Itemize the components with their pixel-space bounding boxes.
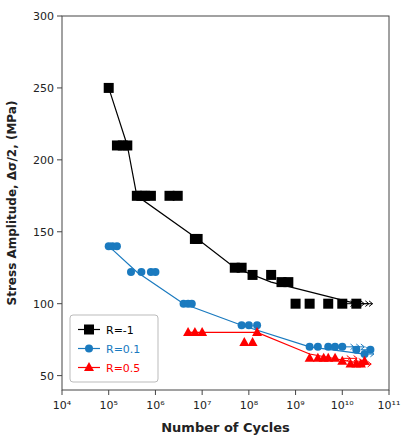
- y-tick-label: 250: [33, 82, 54, 95]
- point: [323, 299, 333, 309]
- point: [291, 299, 301, 309]
- x-tick: [248, 390, 249, 395]
- y-tick-label: 50: [40, 370, 54, 383]
- x-tick-label: 10⁸: [240, 399, 259, 412]
- point: [137, 268, 145, 276]
- point: [283, 277, 293, 287]
- legend-label: R=-1: [106, 324, 134, 337]
- point: [197, 327, 207, 336]
- plot-frame: [62, 16, 389, 390]
- legend-label: R=0.5: [106, 362, 140, 375]
- point: [248, 337, 258, 346]
- x-tick-label: 10⁹: [286, 399, 304, 412]
- runout-arrow: [366, 351, 374, 357]
- x-tick-label: 10⁴: [53, 399, 72, 412]
- y-tick: [57, 159, 62, 160]
- point: [330, 353, 340, 362]
- point: [245, 321, 253, 329]
- runout-arrow: [349, 356, 357, 362]
- point: [188, 300, 196, 308]
- legend-box: [70, 315, 158, 382]
- point: [122, 140, 132, 150]
- y-tick-label: 100: [33, 298, 54, 311]
- legend-marker: [84, 325, 94, 335]
- y-tick-label: 200: [33, 154, 54, 167]
- x-tick-label: 10¹⁰: [331, 399, 354, 412]
- x-tick: [62, 390, 63, 395]
- y-tick: [57, 87, 62, 88]
- runout-arrow: [363, 361, 371, 367]
- point: [337, 299, 347, 309]
- runout-arrow: [361, 347, 369, 353]
- point: [146, 191, 156, 201]
- axes: 50 100 150 200 250 300 10⁴ 10⁵ 10⁶ 10⁷ 10⁸ 10⁹ 10¹⁰ 1…: [33, 10, 400, 412]
- y-tick: [57, 231, 62, 232]
- point: [338, 343, 346, 351]
- y-axis-label: Stress Amplitude, Δσ/2, (MPa): [5, 101, 19, 306]
- runout-arrow: [354, 358, 362, 364]
- legend-marker: [85, 345, 93, 353]
- x-tick: [202, 390, 203, 395]
- point: [151, 268, 159, 276]
- y-tick: [57, 303, 62, 304]
- x-tick-label: 10⁵: [100, 399, 118, 412]
- y-tick-label: 300: [33, 10, 54, 23]
- chart: 50 100 150 200 250 300 10⁴ 10⁵ 10⁶ 10⁷ 10⁸ 10⁹ 10¹⁰ 1…: [0, 0, 405, 442]
- background: [0, 0, 405, 442]
- fit-line: [188, 332, 364, 364]
- point: [173, 191, 183, 201]
- x-tick: [342, 390, 343, 395]
- point: [331, 343, 339, 351]
- fit-line: [109, 88, 357, 304]
- point: [305, 353, 315, 362]
- point: [104, 83, 114, 93]
- point: [337, 356, 347, 365]
- x-tick-label: 10⁶: [146, 399, 165, 412]
- point: [113, 242, 121, 250]
- point: [248, 270, 258, 280]
- x-tick-label: 10⁷: [193, 399, 211, 412]
- legend-marker: [84, 362, 94, 371]
- point: [314, 343, 322, 351]
- point: [252, 327, 262, 336]
- x-tick: [389, 390, 390, 395]
- y-tick: [57, 16, 62, 17]
- point: [324, 343, 332, 351]
- point: [306, 343, 314, 351]
- point: [238, 321, 246, 329]
- series: [104, 83, 373, 309]
- point: [237, 263, 247, 273]
- legend: R=-1 R=0.1 R=0.5: [70, 315, 158, 382]
- y-tick-label: 150: [33, 226, 54, 239]
- point: [305, 299, 315, 309]
- y-tick: [57, 375, 62, 376]
- point: [239, 337, 249, 346]
- point: [193, 234, 203, 244]
- x-tick: [155, 390, 156, 395]
- x-tick: [108, 390, 109, 395]
- x-axis-label: Number of Cycles: [161, 420, 290, 435]
- point: [127, 268, 135, 276]
- series: [183, 327, 371, 368]
- runout-arrow: [342, 356, 350, 362]
- x-tick-label: 10¹¹: [378, 399, 401, 412]
- runout-arrow: [356, 344, 364, 350]
- x-tick: [295, 390, 296, 395]
- point: [266, 270, 276, 280]
- runout-arrow: [365, 301, 373, 307]
- legend-label: R=0.1: [106, 343, 140, 356]
